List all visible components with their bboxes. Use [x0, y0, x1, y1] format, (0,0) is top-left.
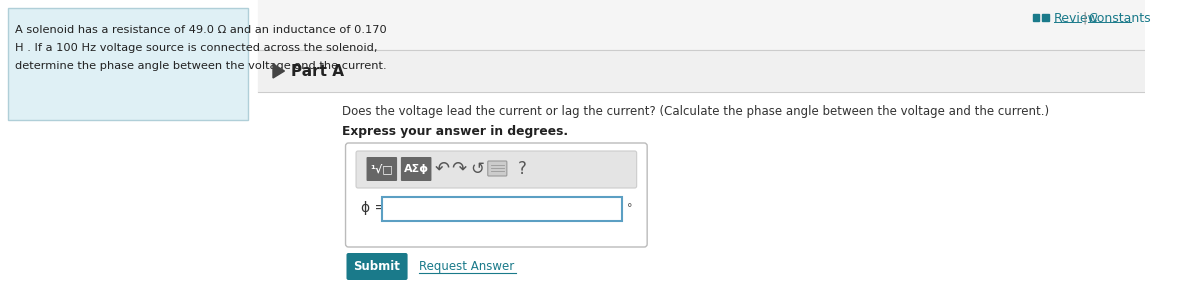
- FancyBboxPatch shape: [347, 253, 408, 280]
- FancyBboxPatch shape: [356, 151, 637, 188]
- Text: Request Answer: Request Answer: [419, 260, 515, 273]
- FancyBboxPatch shape: [346, 143, 647, 247]
- Text: ↶: ↶: [434, 160, 450, 178]
- Text: H . If a 100 Hz voltage source is connected across the solenoid,: H . If a 100 Hz voltage source is connec…: [16, 43, 378, 53]
- Bar: [1033, 14, 1039, 21]
- FancyBboxPatch shape: [7, 8, 248, 120]
- Text: A solenoid has a resistance of 49.0 Ω and an inductance of 0.170: A solenoid has a resistance of 49.0 Ω an…: [16, 25, 388, 35]
- Bar: [258, 92, 1146, 287]
- Text: ↺: ↺: [470, 160, 484, 178]
- Polygon shape: [272, 64, 284, 78]
- Bar: [258, 0, 1146, 50]
- Text: Express your answer in degrees.: Express your answer in degrees.: [342, 125, 568, 139]
- Text: Review: Review: [1054, 11, 1099, 24]
- Text: °: °: [628, 203, 632, 213]
- Text: determine the phase angle between the voltage and the current.: determine the phase angle between the vo…: [16, 61, 386, 71]
- Text: Submit: Submit: [354, 260, 401, 273]
- Bar: [258, 50, 1146, 92]
- Text: |: |: [1082, 11, 1087, 24]
- FancyBboxPatch shape: [401, 157, 432, 181]
- FancyBboxPatch shape: [366, 157, 397, 181]
- Text: ¹√□: ¹√□: [371, 164, 394, 174]
- Bar: [382, 197, 623, 221]
- Text: ↷: ↷: [451, 160, 467, 178]
- Text: AΣϕ: AΣϕ: [403, 164, 428, 174]
- Text: Part A: Part A: [292, 63, 344, 79]
- Bar: [1043, 14, 1049, 21]
- FancyBboxPatch shape: [487, 161, 506, 176]
- Text: Does the voltage lead the current or lag the current? (Calculate the phase angle: Does the voltage lead the current or lag…: [342, 106, 1049, 119]
- Text: Constants: Constants: [1088, 11, 1151, 24]
- Text: ?: ?: [517, 160, 527, 178]
- Text: ϕ =: ϕ =: [361, 201, 386, 215]
